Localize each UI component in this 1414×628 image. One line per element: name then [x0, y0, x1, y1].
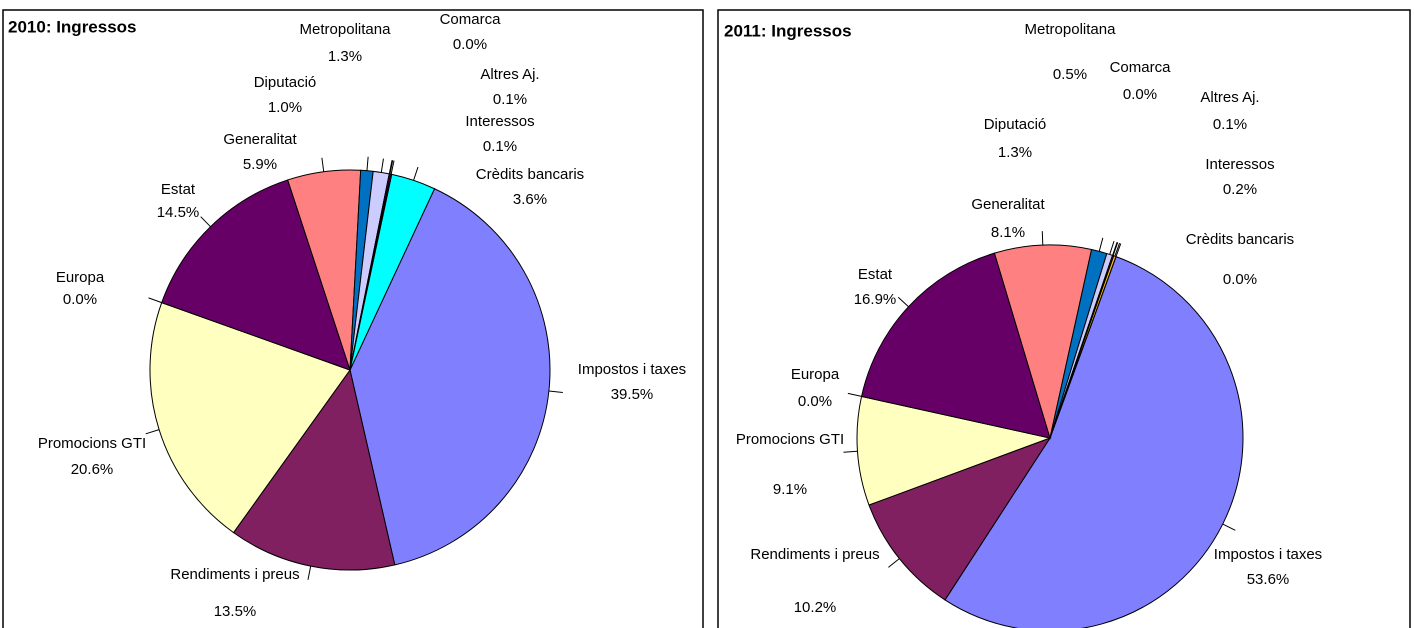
slice-label: Estat	[161, 181, 196, 198]
value-label: 1.3%	[328, 48, 362, 65]
slice-label: Promocions GTI	[38, 435, 146, 452]
leader-line	[380, 158, 384, 173]
chart-title: 2010: Ingressos	[8, 17, 137, 36]
slice-label: Metropolitana	[1025, 21, 1117, 38]
slice-label: Metropolitana	[300, 21, 392, 38]
value-label: 0.0%	[798, 393, 832, 410]
leader-line	[145, 429, 160, 435]
slice-label: Crèdits bancaris	[476, 166, 584, 183]
slice-label: Comarca	[1110, 59, 1172, 76]
value-label: 16.9%	[854, 291, 897, 308]
pie-slice	[860, 252, 1051, 439]
leader-line	[321, 157, 325, 172]
slice-label: Europa	[791, 366, 840, 383]
slice-label: Generalitat	[223, 131, 297, 148]
slice-label: Crèdits bancaris	[1186, 231, 1294, 248]
leader-line	[1041, 231, 1044, 246]
slice-label: Comarca	[440, 11, 502, 28]
value-label: 0.2%	[1223, 181, 1257, 198]
leader-line	[888, 558, 900, 568]
slice-label: Diputació	[254, 74, 317, 91]
leader-line	[1112, 242, 1118, 256]
value-label: 1.0%	[268, 99, 302, 116]
leader-line	[366, 156, 369, 171]
value-label: 13.5%	[214, 603, 257, 620]
chart-title: 2011: Ingressos	[724, 21, 852, 40]
leader-line	[843, 450, 858, 453]
slice-label: Estat	[858, 266, 893, 283]
value-label: 0.0%	[1123, 86, 1157, 103]
value-label: 0.1%	[483, 138, 517, 155]
slice-label: Interessos	[465, 113, 534, 130]
value-label: 0.0%	[63, 291, 97, 308]
leader-line	[148, 297, 162, 304]
slice-label: Impostos i taxes	[1214, 546, 1322, 563]
value-label: 10.2%	[794, 599, 837, 616]
pie-slice	[993, 244, 1093, 440]
leader-line	[1222, 523, 1236, 531]
value-label: 8.1%	[991, 224, 1025, 241]
slice-label: Altres Aj.	[1200, 89, 1259, 106]
value-label: 3.6%	[513, 191, 547, 208]
leader-line	[1109, 240, 1115, 255]
value-label: 5.9%	[243, 156, 277, 173]
value-label: 14.5%	[157, 204, 200, 221]
slice-label: Promocions GTI	[736, 431, 844, 448]
slice-label: Diputació	[984, 116, 1047, 133]
leader-line	[897, 296, 909, 308]
value-label: 0.1%	[493, 91, 527, 108]
value-label: 20.6%	[71, 461, 114, 478]
leader-line	[388, 160, 393, 174]
leader-line	[1114, 242, 1121, 257]
leader-line	[307, 566, 312, 580]
value-label: 9.1%	[773, 481, 807, 498]
leader-line	[1112, 242, 1119, 256]
leader-line	[548, 390, 563, 393]
leader-line	[1098, 237, 1104, 252]
pie-slice	[944, 255, 1244, 628]
leader-line	[847, 392, 862, 397]
slice-label: Generalitat	[971, 196, 1045, 213]
pie-slice	[868, 437, 1052, 601]
value-label: 0.1%	[1213, 116, 1247, 133]
value-label: 1.3%	[998, 144, 1032, 161]
value-label: 0.5%	[1053, 66, 1087, 83]
leader-line	[1115, 243, 1122, 257]
value-label: 39.5%	[611, 386, 654, 403]
leader-line	[200, 216, 211, 228]
slice-label: Europa	[56, 269, 105, 286]
value-label: 53.6%	[1247, 571, 1290, 588]
value-label: 0.0%	[453, 36, 487, 53]
pie-slice	[349, 188, 551, 566]
value-label: 0.0%	[1223, 271, 1257, 288]
slice-label: Rendiments i preus	[170, 566, 299, 583]
leader-line	[390, 160, 395, 175]
slice-label: Impostos i taxes	[578, 361, 686, 378]
pie-slice	[232, 368, 396, 571]
slice-label: Rendiments i preus	[750, 546, 879, 563]
leader-line	[389, 160, 394, 175]
slice-label: Interessos	[1205, 156, 1274, 173]
leader-line	[413, 166, 419, 181]
slice-label: Altres Aj.	[480, 66, 539, 83]
